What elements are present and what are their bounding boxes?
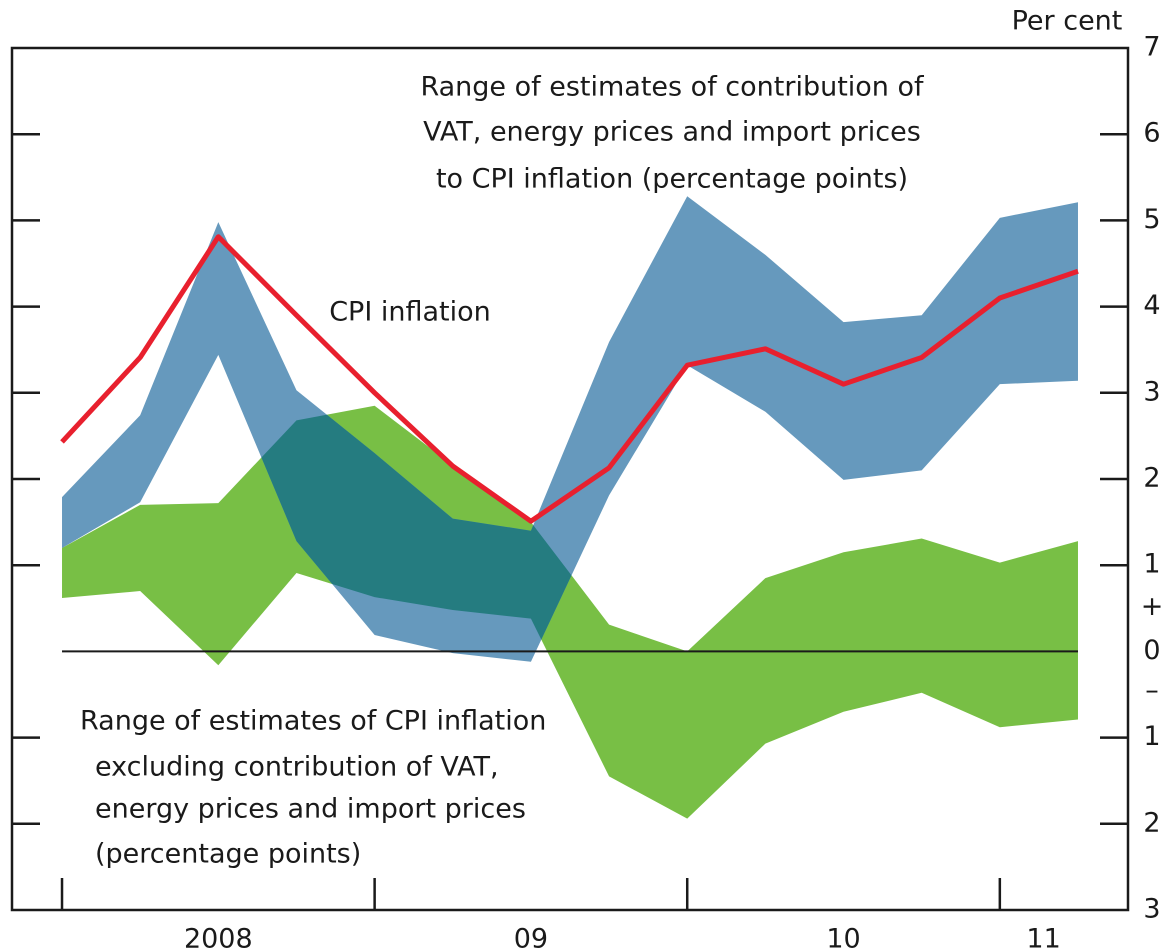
y-tick-label: 3 xyxy=(1143,376,1160,407)
y-tick-label: 3 xyxy=(1143,894,1160,925)
x-tick-label: 2008 xyxy=(184,924,253,952)
x-tick-label: 09 xyxy=(514,924,548,952)
band-label: to CPI inflation (percentage points) xyxy=(436,164,908,195)
y-tick-label: 0 xyxy=(1143,635,1160,666)
x-tick-label: 10 xyxy=(826,924,860,952)
sign-plus: + xyxy=(1141,591,1164,622)
y-tick-label: 4 xyxy=(1143,290,1160,321)
y-axis-label: Per cent xyxy=(1012,6,1123,37)
y-tick-label: 2 xyxy=(1143,463,1160,494)
band-label: Range of estimates of contribution of xyxy=(420,72,925,103)
band-label: energy prices and import prices xyxy=(95,794,526,825)
y-tick-label: 7 xyxy=(1143,32,1160,63)
line-label: CPI inflation xyxy=(329,297,491,328)
y-tick-label: 1 xyxy=(1143,721,1160,752)
sign-minus: – xyxy=(1145,675,1159,706)
band-overlap xyxy=(62,405,1078,662)
y-tick-label: 5 xyxy=(1143,204,1160,235)
x-tick-label: 11 xyxy=(1026,924,1060,952)
cpi-line xyxy=(60,234,1079,524)
band-label: excluding contribution of VAT, xyxy=(95,752,499,783)
y-tick-label: 6 xyxy=(1143,118,1160,149)
y-tick-label: 1 xyxy=(1143,549,1160,580)
band-label: Range of estimates of CPI inflation xyxy=(80,706,546,737)
band-label: (percentage points) xyxy=(95,839,361,870)
band-label: VAT, energy prices and import prices xyxy=(423,117,921,148)
y-tick-label: 2 xyxy=(1143,807,1160,838)
